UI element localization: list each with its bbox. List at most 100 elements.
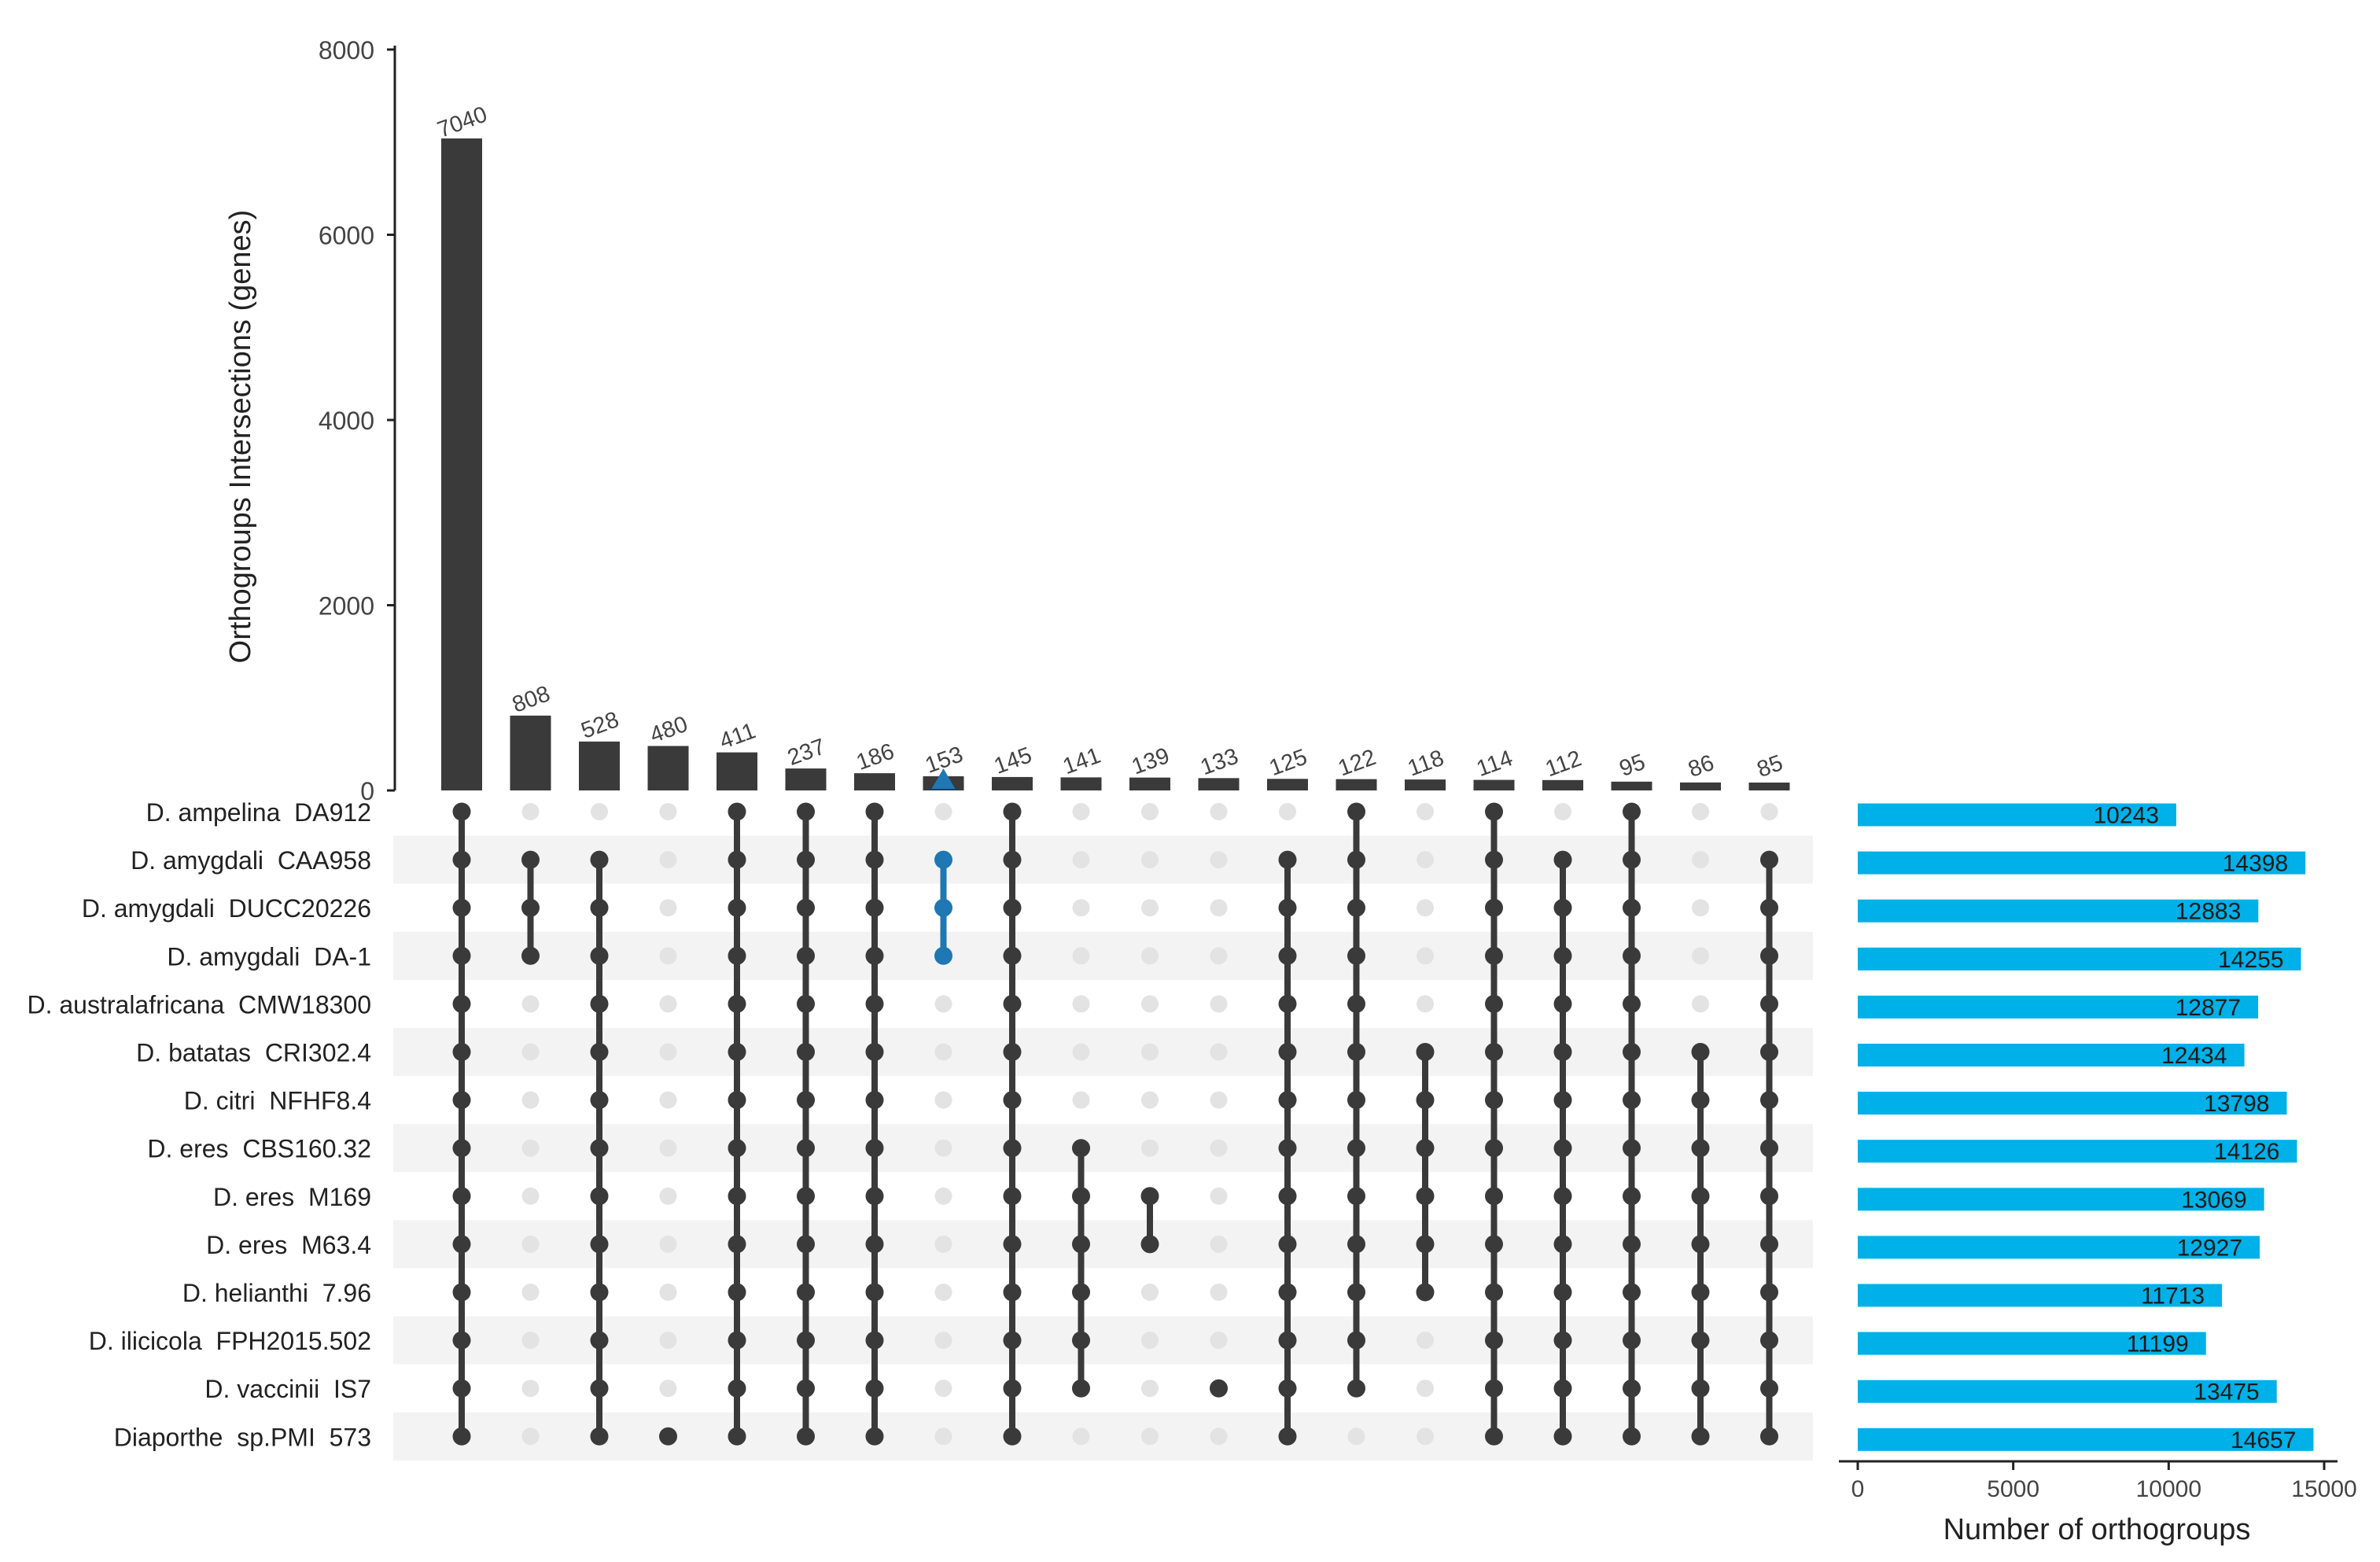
- matrix-dot-active: [1485, 802, 1503, 821]
- matrix-dot-active: [865, 1331, 884, 1350]
- intersection-value-label: 112: [1542, 746, 1585, 782]
- matrix-dot-active: [452, 1235, 471, 1254]
- matrix-dot-active: [1623, 802, 1641, 821]
- matrix-dot-inactive: [521, 1235, 540, 1253]
- matrix-row-stripe: [393, 931, 1813, 980]
- matrix-dot-active: [1623, 1331, 1641, 1350]
- matrix-dot-active: [1072, 1235, 1090, 1254]
- matrix-dot-inactive: [1417, 1428, 1434, 1446]
- matrix-dot-active: [1003, 1139, 1022, 1158]
- matrix-dot-active: [1553, 1139, 1572, 1158]
- matrix-dot-active: [728, 1331, 746, 1350]
- matrix-dot-inactive: [659, 1139, 677, 1157]
- matrix-dot-inactive: [521, 1091, 540, 1109]
- matrix-dot-active: [865, 1235, 884, 1254]
- matrix-dot-active: [1140, 1187, 1159, 1206]
- matrix-dot-active: [1623, 994, 1641, 1013]
- matrix-dot-active: [1347, 802, 1365, 821]
- matrix-dot-active: [590, 1187, 609, 1206]
- set-name-labels: D. ampelina DA912 D. amygdali CAA958 D. am…: [27, 798, 371, 1451]
- matrix-dot-active: [1553, 1187, 1572, 1206]
- matrix-dot-inactive: [659, 1380, 677, 1398]
- matrix-dot-active: [1485, 850, 1503, 869]
- matrix-dot-active: [452, 898, 471, 917]
- matrix-dot-inactive: [659, 1091, 677, 1109]
- matrix-dot-active: [1347, 1091, 1365, 1110]
- matrix-dot-inactive: [1210, 1187, 1228, 1205]
- matrix-dot-active: [590, 1283, 609, 1302]
- set-size-value-label: 14398: [2223, 851, 2288, 877]
- matrix-dot-active: [728, 850, 746, 869]
- matrix-dot-active: [1278, 1379, 1297, 1398]
- intersection-bar: [1611, 781, 1652, 790]
- matrix-dot-inactive: [1141, 803, 1159, 820]
- matrix-dot-active: [797, 1427, 815, 1446]
- matrix-dot-inactive: [1417, 851, 1434, 869]
- intersection-value-label: 95: [1616, 750, 1649, 782]
- matrix-dot-active: [1485, 1331, 1503, 1350]
- matrix-dot-inactive: [1210, 1043, 1228, 1061]
- intersection-value-label: 85: [1754, 750, 1786, 783]
- matrix-dot-inactive: [1417, 995, 1434, 1013]
- matrix-dot-inactive: [659, 1187, 677, 1205]
- matrix-dot-inactive: [1417, 1380, 1434, 1398]
- matrix-dot-inactive: [521, 803, 540, 820]
- intersection-axis-title: Orthogroups Intersections (genes): [224, 210, 257, 664]
- matrix-dot-active: [1485, 1139, 1503, 1158]
- matrix-dot-inactive: [659, 947, 677, 965]
- matrix-dot-active: [1691, 1283, 1710, 1302]
- intersection-bar: [1198, 778, 1240, 790]
- matrix-dot-inactive: [1141, 851, 1159, 869]
- matrix-dot-active: [1072, 1331, 1090, 1350]
- matrix-dot-inactive: [1210, 1332, 1228, 1350]
- set-size-value-label: 14255: [2218, 947, 2283, 973]
- matrix-dot-inactive: [1210, 899, 1228, 917]
- matrix-dot-active: [1278, 1235, 1297, 1254]
- matrix-dot-inactive: [934, 1235, 952, 1253]
- set-size-bar: [1858, 899, 2259, 923]
- matrix-dot-active: [797, 1379, 815, 1398]
- matrix-dot-active: [1072, 1283, 1090, 1302]
- matrix-dot-inactive: [521, 1187, 540, 1205]
- matrix-dot-active: [1691, 1139, 1710, 1158]
- matrix-dot-active: [590, 1043, 609, 1061]
- matrix-dot-active: [1553, 1043, 1572, 1061]
- matrix-dot-active: [1553, 1235, 1572, 1254]
- matrix-dot-inactive: [521, 1380, 540, 1398]
- y-tick-label: 4000: [319, 407, 374, 435]
- set-name-label: D. amygdali DUCC20226: [82, 894, 371, 923]
- set-name-label: D. ilicicola FPH2015.502: [89, 1327, 371, 1355]
- matrix-dot-active: [1691, 1331, 1710, 1350]
- matrix-dot-active: [1623, 946, 1641, 965]
- matrix-dot-active: [728, 1283, 746, 1302]
- matrix-dot-inactive: [1417, 803, 1434, 820]
- matrix-dot-active: [865, 1427, 884, 1446]
- matrix-dot-active: [1278, 1331, 1297, 1350]
- matrix-dot-active: [1553, 1283, 1572, 1302]
- matrix-dot-active: [934, 850, 952, 869]
- matrix-dot-inactive: [521, 1139, 540, 1157]
- intersection-value-label: 139: [1129, 743, 1173, 780]
- intersection-bar: [647, 746, 689, 790]
- matrix-dot-active: [797, 946, 815, 965]
- matrix-dot-active: [452, 850, 471, 869]
- matrix-dot-active: [1278, 850, 1297, 869]
- matrix-dot-active: [1553, 1427, 1572, 1446]
- set-size-value-label: 12877: [2176, 995, 2241, 1021]
- set-size-axis-title: Number of orthogroups: [1943, 1513, 2251, 1546]
- matrix-dot-active: [797, 994, 815, 1013]
- matrix-dot-inactive: [659, 1043, 677, 1061]
- matrix-dot-inactive: [934, 1380, 952, 1398]
- matrix-dot-active: [797, 1235, 815, 1254]
- set-name-label: D. eres M169: [213, 1183, 371, 1211]
- matrix-dot-active: [1760, 1235, 1778, 1254]
- intersection-value-label: 411: [717, 718, 759, 754]
- matrix-dot-active: [1003, 1283, 1022, 1302]
- matrix-dot-inactive: [1141, 1139, 1159, 1157]
- matrix-dot-active: [452, 1283, 471, 1302]
- matrix-dot-active: [1347, 1043, 1365, 1061]
- intersection-matrix: [452, 802, 1778, 1446]
- matrix-dot-inactive: [934, 1139, 952, 1157]
- matrix-dot-active: [1760, 850, 1778, 869]
- set-tick-label: 15000: [2291, 1476, 2356, 1502]
